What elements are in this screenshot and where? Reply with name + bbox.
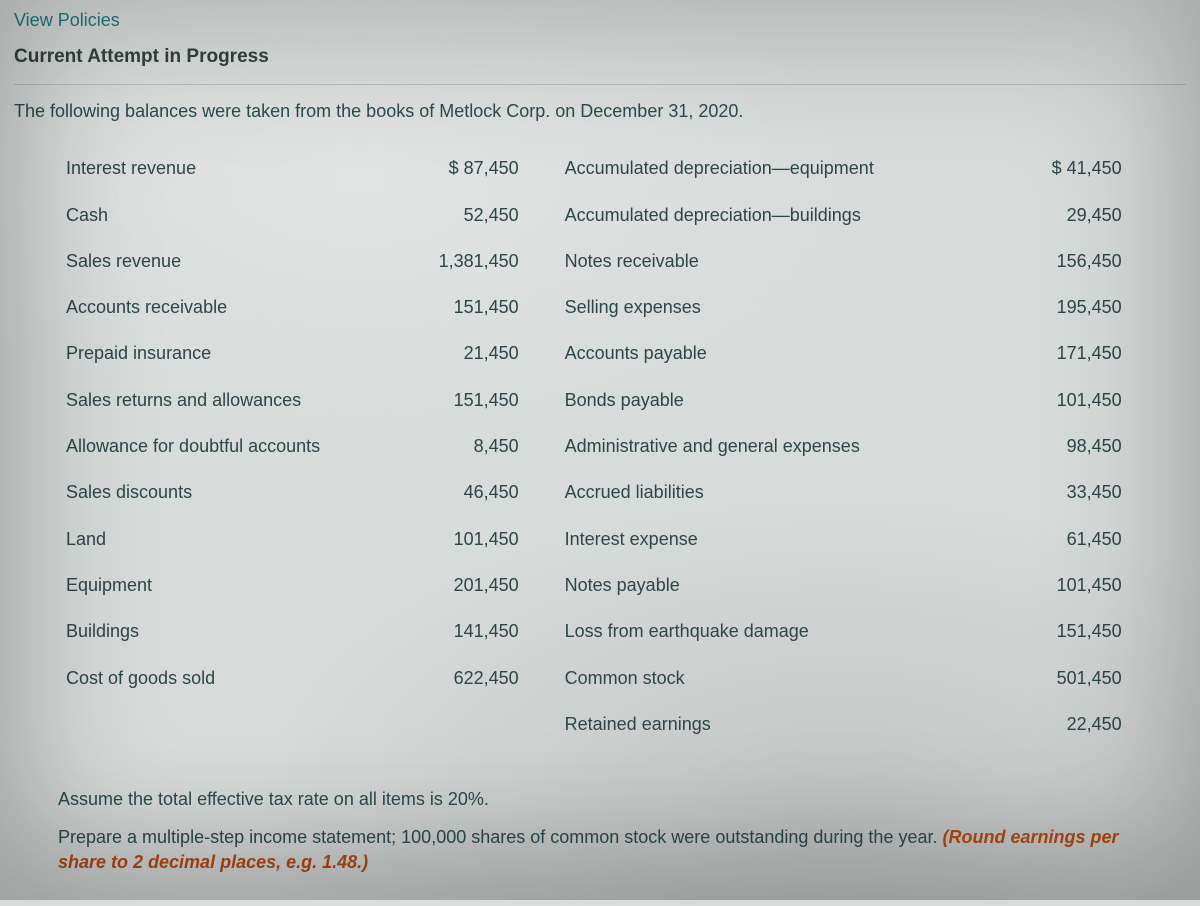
balance-label-right: Bonds payable	[557, 377, 1021, 423]
table-row: Sales returns and allowances151,450Bonds…	[58, 377, 1160, 423]
balance-label-right: Notes payable	[557, 562, 1021, 608]
assumption-text: Assume the total effective tax rate on a…	[58, 787, 1186, 811]
balance-label-right: Selling expenses	[557, 284, 1021, 330]
balance-label-left: Cash	[58, 192, 406, 238]
table-row: Retained earnings22,450	[58, 701, 1160, 747]
balance-amount-left: 8,450	[406, 423, 557, 469]
instruction-hint-lead: (Round earnings per	[942, 827, 1118, 847]
balance-amount-right: 22,450	[1021, 701, 1160, 747]
attempt-heading: Current Attempt in Progress	[14, 44, 1186, 70]
balance-label-right: Accrued liabilities	[557, 469, 1021, 515]
balance-amount-left: 1,381,450	[406, 238, 557, 284]
balance-label-right: Common stock	[557, 655, 1021, 701]
balance-amount-right: 156,450	[1021, 238, 1160, 284]
question-page: View Policies Current Attempt in Progres…	[0, 0, 1200, 906]
table-row: Cost of goods sold622,450Common stock501…	[58, 655, 1160, 701]
instruction-hint-rest: share to 2 decimal places, e.g. 1.48.)	[58, 852, 368, 872]
table-row: Cash52,450Accumulated depreciation—build…	[58, 192, 1160, 238]
balance-amount-left: 151,450	[406, 377, 557, 423]
balance-amount-right: 29,450	[1021, 192, 1160, 238]
table-row: Sales revenue1,381,450Notes receivable15…	[58, 238, 1160, 284]
balance-label-left: Interest revenue	[58, 145, 406, 191]
balance-label-right: Administrative and general expenses	[557, 423, 1021, 469]
balance-amount-right: 61,450	[1021, 516, 1160, 562]
balance-label-left: Sales returns and allowances	[58, 377, 406, 423]
footer: Assume the total effective tax rate on a…	[58, 787, 1186, 874]
balance-amount-right: 151,450	[1021, 608, 1160, 654]
balance-amount-left: 46,450	[406, 469, 557, 515]
balances-table: Interest revenue$ 87,450Accumulated depr…	[58, 145, 1160, 747]
balance-label-left: Allowance for doubtful accounts	[58, 423, 406, 469]
balance-label-left: Equipment	[58, 562, 406, 608]
balance-label-right: Accounts payable	[557, 330, 1021, 376]
balance-label-right: Accumulated depreciation—buildings	[557, 192, 1021, 238]
balance-amount-left: 141,450	[406, 608, 557, 654]
balance-amount-right: $ 41,450	[1021, 145, 1160, 191]
table-row: Equipment201,450Notes payable101,450	[58, 562, 1160, 608]
balance-label-right: Notes receivable	[557, 238, 1021, 284]
balance-label-left: Sales discounts	[58, 469, 406, 515]
balance-amount-left: 201,450	[406, 562, 557, 608]
table-row: Sales discounts46,450Accrued liabilities…	[58, 469, 1160, 515]
balance-label-left: Sales revenue	[58, 238, 406, 284]
intro-text: The following balances were taken from t…	[14, 99, 1186, 123]
balance-amount-left: 101,450	[406, 516, 557, 562]
balances-tbody: Interest revenue$ 87,450Accumulated depr…	[58, 145, 1160, 747]
balance-label-left: Land	[58, 516, 406, 562]
table-row: Accounts receivable151,450Selling expens…	[58, 284, 1160, 330]
balance-amount-right: 98,450	[1021, 423, 1160, 469]
balance-amount-right: 171,450	[1021, 330, 1160, 376]
balance-amount-right: 101,450	[1021, 562, 1160, 608]
balance-label-left	[58, 701, 406, 747]
instruction-main: Prepare a multiple-step income statement…	[58, 827, 942, 847]
balance-amount-left: 151,450	[406, 284, 557, 330]
balance-label-left: Accounts receivable	[58, 284, 406, 330]
table-row: Land101,450Interest expense61,450	[58, 516, 1160, 562]
balance-amount-left: 622,450	[406, 655, 557, 701]
balance-amount-right: 501,450	[1021, 655, 1160, 701]
balance-amount-right: 33,450	[1021, 469, 1160, 515]
balance-label-left: Prepaid insurance	[58, 330, 406, 376]
table-row: Allowance for doubtful accounts8,450Admi…	[58, 423, 1160, 469]
balance-label-left: Cost of goods sold	[58, 655, 406, 701]
view-policies-link[interactable]: View Policies	[14, 8, 120, 32]
instruction-text: Prepare a multiple-step income statement…	[58, 825, 1186, 874]
balance-amount-left	[406, 701, 557, 747]
divider	[14, 84, 1186, 85]
balance-amount-right: 101,450	[1021, 377, 1160, 423]
balance-label-right: Loss from earthquake damage	[557, 608, 1021, 654]
balance-amount-left: 52,450	[406, 192, 557, 238]
balance-amount-right: 195,450	[1021, 284, 1160, 330]
balance-label-right: Interest expense	[557, 516, 1021, 562]
balance-amount-left: 21,450	[406, 330, 557, 376]
table-row: Interest revenue$ 87,450Accumulated depr…	[58, 145, 1160, 191]
table-row: Prepaid insurance21,450Accounts payable1…	[58, 330, 1160, 376]
balance-label-right: Accumulated depreciation—equipment	[557, 145, 1021, 191]
balance-label-left: Buildings	[58, 608, 406, 654]
table-row: Buildings141,450Loss from earthquake dam…	[58, 608, 1160, 654]
balance-label-right: Retained earnings	[557, 701, 1021, 747]
balance-amount-left: $ 87,450	[406, 145, 557, 191]
